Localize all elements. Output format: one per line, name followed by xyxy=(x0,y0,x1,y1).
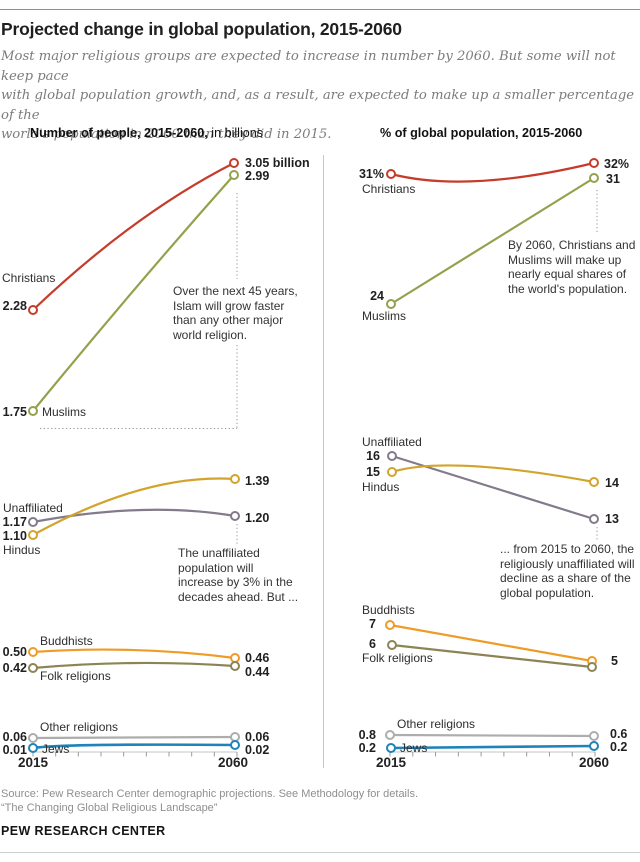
right-folk-start-value: 6 xyxy=(369,637,376,651)
left-other-label: Other religions xyxy=(40,720,119,734)
left-unaffiliated-start-value: 1.17 xyxy=(2,515,27,529)
annotation-line: the world's population. xyxy=(508,281,628,296)
annotation-line: world religion. xyxy=(173,327,248,342)
left-panel-title: Number of people, 2015-2060, in billions xyxy=(30,126,263,140)
right-folk-label: Folk religions xyxy=(362,651,433,665)
subtitle-line: with global population growth, and, as a… xyxy=(1,88,635,123)
right-jews-start-value: 0.2 xyxy=(358,741,376,755)
annotation-line: decades ahead. But ... xyxy=(178,589,299,604)
right-other-end-value: 0.6 xyxy=(610,727,628,741)
page-title: Projected change in global population, 2… xyxy=(1,19,402,39)
annotation-line: Over the next 45 years, xyxy=(173,284,298,298)
bottom-rule xyxy=(0,852,640,853)
right-other-label: Other religions xyxy=(397,717,476,731)
left-christians-start-value: 2.28 xyxy=(2,299,27,313)
left-unaffiliated-label: Unaffiliated xyxy=(3,501,63,515)
left-hindus-start-value: 1.10 xyxy=(2,529,27,543)
annotation-line: global population. xyxy=(500,585,595,600)
right-hindus-label: Hindus xyxy=(362,480,400,494)
left-hindus-end-value: 1.39 xyxy=(245,474,270,488)
left-folk-end-value: 0.44 xyxy=(245,665,270,679)
annotation-line: nearly equal shares of xyxy=(508,267,627,282)
left-jews-start-value: 0.01 xyxy=(2,743,27,757)
annotation-line: religiously unaffiliated will xyxy=(500,556,635,571)
subtitle-line: world's population in 2060 than they did… xyxy=(1,127,332,142)
left-panel-title-bold: Number of people, 2015-2060, xyxy=(30,126,208,140)
right-shared-end-value: 5 xyxy=(611,654,618,668)
annotation-line: The unaffiliated xyxy=(178,546,260,560)
top-rule xyxy=(0,9,640,10)
right-panel-title: % of global population, 2015-2060 xyxy=(380,126,583,140)
left-muslims-start-value: 1.75 xyxy=(2,405,27,419)
footer-source-line1: Source: Pew Research Center demographic … xyxy=(1,788,419,800)
annotation-unaffiliated-increase: The unaffiliated population will increas… xyxy=(178,546,298,604)
left-buddhists-start-value: 0.50 xyxy=(2,645,27,659)
right-buddhists-label: Buddhists xyxy=(362,603,415,617)
annotation-line: increase by 3% in the xyxy=(178,575,293,590)
left-axis-end-label: 2060 xyxy=(217,755,249,770)
footer-brand: PEW RESEARCH CENTER xyxy=(1,824,166,838)
left-buddhists-end-value: 0.46 xyxy=(245,651,270,665)
right-muslims-start-value: 24 xyxy=(370,289,384,303)
right-christians-end-value: 32% xyxy=(604,157,630,171)
subtitle-line: Most major religious groups are expected… xyxy=(1,49,616,84)
annotation-line: ... from 2015 to 2060, the xyxy=(500,542,635,556)
annotation-line: than any other major xyxy=(173,313,284,328)
right-muslims-label: Muslims xyxy=(362,309,406,323)
annotation-line: Muslims will make up xyxy=(508,252,622,267)
left-jews-label: Jews xyxy=(42,742,70,756)
left-jews-end-value: 0.02 xyxy=(245,743,270,757)
left-muslims-end-value: 2.99 xyxy=(245,169,270,183)
left-muslims-label: Muslims xyxy=(42,405,86,419)
page-subtitle: Most major religious groups are expected… xyxy=(1,47,640,145)
left-panel-title-rest: in billions xyxy=(207,126,264,140)
footer-source-line2: “The Changing Global Religious Landscape… xyxy=(1,802,218,814)
left-folk-start-value: 0.42 xyxy=(2,661,27,675)
left-christians-end-value: 3.05 billion xyxy=(245,156,310,170)
right-christians-start-value: 31% xyxy=(358,167,384,181)
left-buddhists-label: Buddhists xyxy=(40,634,93,648)
panel-divider xyxy=(323,155,324,768)
right-unaffiliated-start-value: 16 xyxy=(366,449,380,463)
annotation-line: population will xyxy=(178,560,254,575)
right-jews-label: Jews xyxy=(400,741,428,755)
annotation-islam-growth: Over the next 45 years, Islam will grow … xyxy=(173,284,298,342)
right-christians-label: Christians xyxy=(362,182,416,196)
left-other-start-value: 0.06 xyxy=(2,730,27,744)
right-hindus-start-value: 15 xyxy=(366,465,380,479)
annotation-equal-shares: By 2060, Christians and Muslims will mak… xyxy=(508,238,635,296)
left-folk-label: Folk religions xyxy=(40,669,111,683)
left-unaffiliated-end-value: 1.20 xyxy=(245,511,270,525)
left-christians-label: Christians xyxy=(2,271,56,285)
left-axis-start-label: 2015 xyxy=(17,755,49,770)
right-axis-start-label: 2015 xyxy=(375,755,407,770)
right-muslims-end-value: 31 xyxy=(606,172,620,186)
right-hindus-end-value: 14 xyxy=(605,476,619,490)
right-unaffiliated-end-value: 13 xyxy=(605,512,619,526)
right-jews-end-value: 0.2 xyxy=(610,740,628,754)
right-axis-end-label: 2060 xyxy=(578,755,610,770)
right-other-start-value: 0.8 xyxy=(358,728,376,742)
right-buddhists-start-value: 7 xyxy=(369,617,376,631)
annotation-unaffiliated-decline: ... from 2015 to 2060, the religiously u… xyxy=(500,542,635,600)
annotation-line: Islam will grow faster xyxy=(173,298,285,313)
right-unaffiliated-label: Unaffiliated xyxy=(362,435,422,449)
left-other-end-value: 0.06 xyxy=(245,730,270,744)
left-hindus-label: Hindus xyxy=(3,543,41,557)
annotation-line: decline as a share of the xyxy=(500,571,631,586)
annotation-line: By 2060, Christians and xyxy=(508,238,636,252)
